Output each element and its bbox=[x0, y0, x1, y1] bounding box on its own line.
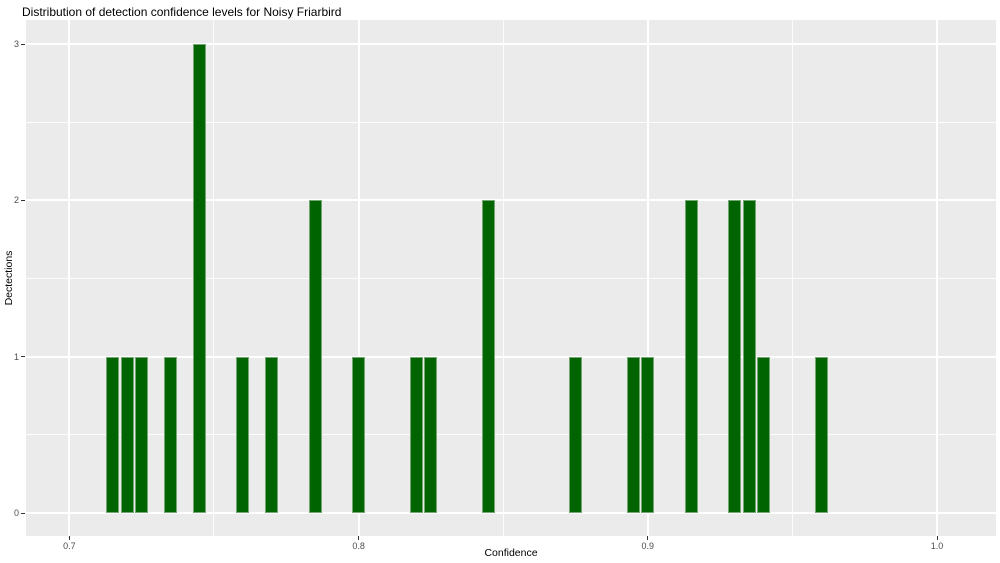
x-tick-label: 0.9 bbox=[641, 541, 655, 551]
x-tick-mark bbox=[68, 536, 70, 540]
x-tick-mark bbox=[358, 536, 360, 540]
y-tick-mark bbox=[21, 356, 25, 358]
x-axis-title: Confidence bbox=[484, 547, 538, 559]
histogram-bar bbox=[641, 356, 655, 514]
x-tick-label: 0.8 bbox=[352, 541, 365, 551]
histogram-bar bbox=[814, 356, 828, 514]
x-major-gridline bbox=[68, 20, 71, 536]
x-minor-gridline bbox=[502, 20, 504, 536]
y-tick-mark bbox=[21, 199, 25, 201]
histogram-bar bbox=[308, 200, 322, 513]
histogram-bar bbox=[424, 356, 438, 514]
x-tick-mark bbox=[647, 536, 649, 540]
x-major-gridline bbox=[646, 20, 649, 536]
chart-title: Distribution of detection confidence lev… bbox=[22, 5, 342, 19]
y-tick-label: 1 bbox=[13, 351, 19, 362]
x-tick-label: 1.0 bbox=[930, 541, 944, 551]
y-minor-gridline bbox=[26, 434, 996, 436]
histogram-bar bbox=[409, 356, 423, 514]
y-major-gridline bbox=[26, 355, 996, 358]
histogram-bar bbox=[626, 356, 640, 514]
y-minor-gridline bbox=[26, 278, 996, 280]
x-tick-label: 0.7 bbox=[63, 541, 76, 551]
x-minor-gridline bbox=[213, 20, 215, 536]
histogram-bar bbox=[265, 356, 279, 514]
y-tick-label: 3 bbox=[13, 39, 19, 50]
histogram-bar bbox=[568, 356, 582, 514]
x-major-gridline bbox=[936, 20, 938, 536]
histogram-bar bbox=[482, 200, 496, 513]
histogram-bar bbox=[164, 356, 178, 514]
y-major-gridline bbox=[26, 43, 996, 46]
x-tick-mark bbox=[936, 536, 938, 540]
histogram-bar bbox=[106, 356, 120, 514]
y-tick-label: 0 bbox=[13, 508, 19, 519]
y-major-gridline bbox=[26, 512, 996, 515]
x-minor-gridline bbox=[791, 20, 793, 536]
y-major-gridline bbox=[26, 199, 996, 202]
histogram-bar bbox=[135, 356, 149, 514]
histogram-bar bbox=[728, 200, 742, 513]
x-major-gridline bbox=[357, 20, 360, 536]
histogram-bar bbox=[236, 356, 250, 514]
histogram-bar bbox=[684, 200, 698, 513]
y-minor-gridline bbox=[26, 121, 996, 123]
y-tick-mark bbox=[21, 43, 25, 45]
histogram-bar bbox=[193, 44, 207, 513]
histogram-bar bbox=[352, 356, 366, 514]
plot-panel bbox=[26, 20, 996, 536]
histogram-bar bbox=[756, 356, 770, 514]
y-tick-label: 2 bbox=[13, 195, 19, 206]
y-axis-title: Dectections bbox=[3, 250, 15, 306]
y-tick-mark bbox=[21, 512, 25, 514]
histogram-bar bbox=[742, 200, 756, 513]
histogram-bar bbox=[120, 356, 134, 514]
